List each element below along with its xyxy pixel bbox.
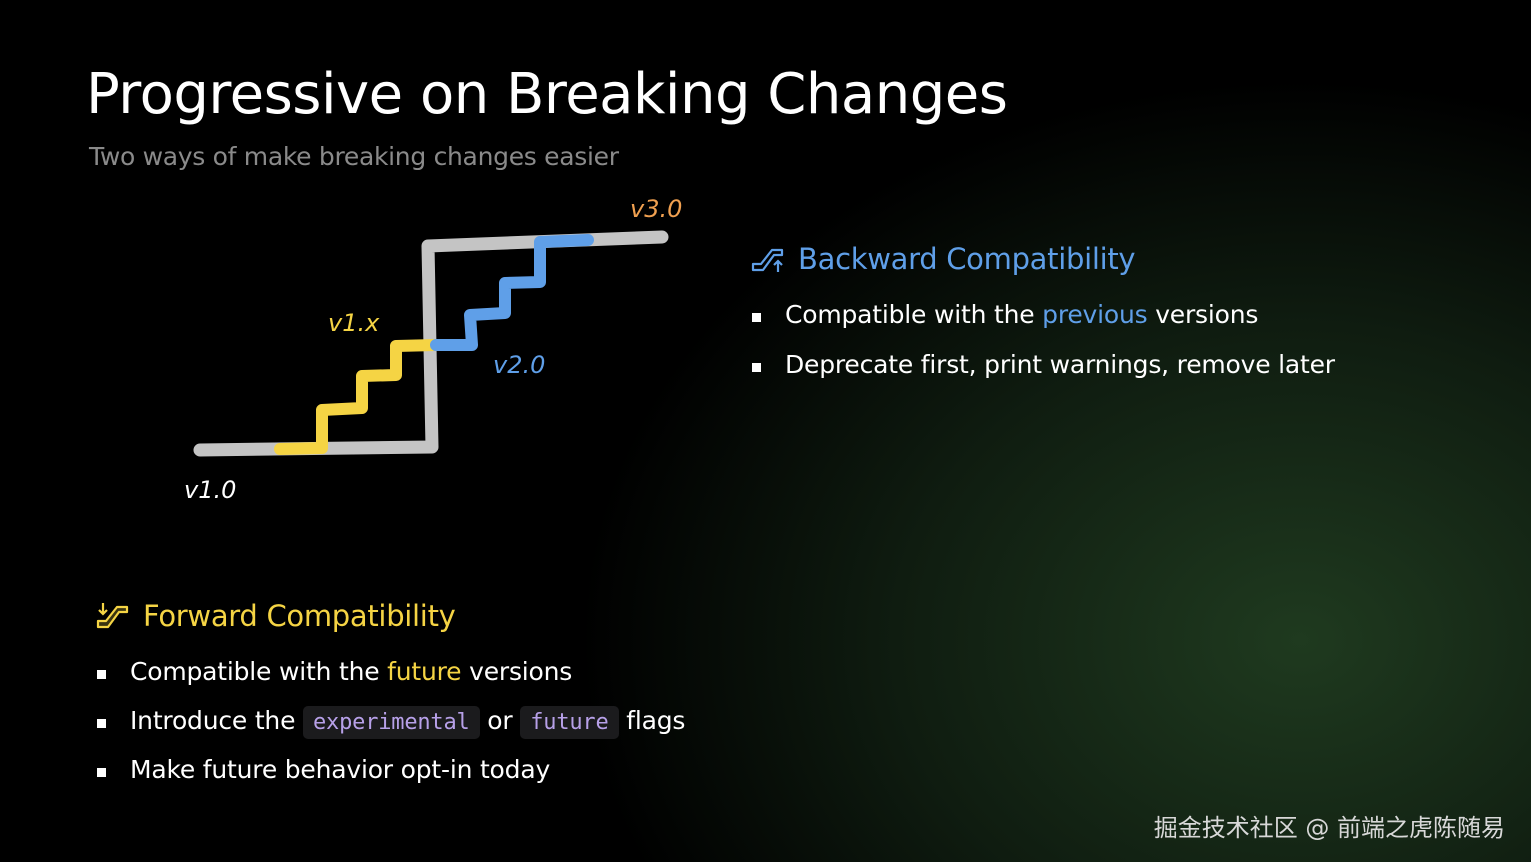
- watermark: 掘金技术社区 @ 前端之虎陈随易: [1153, 814, 1505, 842]
- backward-list: Compatible with the previous versions De…: [750, 300, 1335, 400]
- escalator-up-icon: [751, 248, 784, 272]
- text: or: [479, 706, 521, 735]
- list-item: Compatible with the future versions: [95, 657, 685, 706]
- list-item: Deprecate first, print warnings, remove …: [750, 350, 1335, 400]
- escalator-down-icon: [96, 603, 129, 629]
- list-item: Introduce the experimental or future fla…: [95, 706, 685, 755]
- backward-compatibility-heading: Backward Compatibility: [750, 242, 1136, 276]
- text: flags: [618, 706, 686, 735]
- version-staircase-diagram: v1.0 v1.x v2.0 v3.0: [184, 195, 682, 504]
- label-v1-0: v1.0: [184, 476, 236, 504]
- text: Compatible with the: [130, 657, 388, 686]
- highlight-previous: previous: [1042, 300, 1148, 329]
- code-experimental: experimental: [303, 706, 480, 739]
- forward-heading-text: Forward Compatibility: [143, 599, 456, 633]
- slide-subtitle: Two ways of make breaking changes easier: [89, 142, 619, 171]
- forward-list: Compatible with the future versions Intr…: [95, 657, 685, 804]
- text: versions: [1147, 300, 1259, 329]
- slide-title: Progressive on Breaking Changes: [86, 62, 1008, 127]
- label-v1-x: v1.x: [328, 309, 380, 337]
- highlight-future: future: [387, 657, 462, 686]
- v1x-steps-path: [274, 339, 442, 455]
- text: versions: [461, 657, 573, 686]
- code-future: future: [520, 706, 619, 739]
- label-v2-0: v2.0: [493, 351, 545, 379]
- backward-heading-text: Backward Compatibility: [798, 242, 1136, 276]
- text: Introduce the: [130, 706, 304, 735]
- list-item: Make future behavior opt-in today: [95, 755, 685, 804]
- v2-steps-path: [430, 234, 594, 351]
- text: Compatible with the: [785, 300, 1043, 329]
- list-item: Compatible with the previous versions: [750, 300, 1335, 350]
- forward-compatibility-heading: Forward Compatibility: [95, 599, 456, 633]
- label-v3-0: v3.0: [630, 195, 682, 223]
